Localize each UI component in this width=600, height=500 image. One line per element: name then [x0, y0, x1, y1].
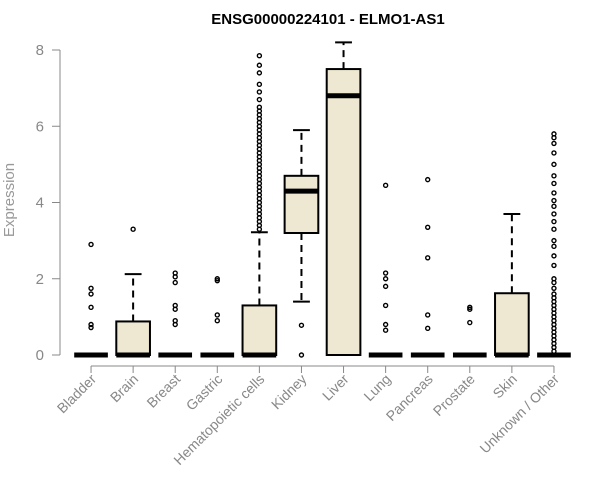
outlier-point	[551, 276, 557, 282]
box-unknown-other	[537, 131, 571, 358]
outlier-point	[551, 180, 557, 187]
outlier-point	[214, 277, 220, 284]
x-tick-label: Liver	[319, 371, 352, 404]
box-bladder	[74, 241, 108, 358]
outlier-point	[551, 173, 557, 179]
outlier-point	[256, 53, 263, 59]
box-lung	[368, 182, 403, 358]
box-iqr	[325, 68, 362, 356]
outlier-point	[551, 161, 557, 168]
outlier-point	[425, 255, 431, 261]
outlier-point	[467, 306, 473, 312]
outlier-point	[425, 325, 431, 332]
outlier-point	[551, 203, 557, 210]
box-iqr	[241, 304, 278, 356]
outlier-point	[172, 279, 178, 286]
outlier-point	[298, 322, 305, 328]
outlier-point	[214, 317, 220, 324]
outlier-point	[130, 226, 136, 232]
outlier-point	[425, 176, 431, 183]
outlier-point	[551, 226, 557, 232]
outlier-point	[551, 285, 557, 291]
y-tick-label: 6	[36, 118, 44, 135]
x-tick-label: Bladder	[54, 371, 100, 417]
outlier-point	[172, 317, 178, 324]
outlier-point	[425, 312, 431, 318]
outlier-point	[467, 304, 473, 311]
outlier-point	[88, 321, 94, 328]
outlier-point	[256, 96, 263, 103]
outlier-point	[551, 131, 557, 137]
box-breast	[158, 270, 193, 358]
x-tick-label: Unknown / Other	[476, 371, 562, 457]
outlier-point	[551, 253, 557, 259]
x-tick-label: Lung	[360, 371, 393, 404]
outlier-point	[88, 291, 94, 297]
outlier-point	[382, 321, 389, 328]
x-tick-label: Prostate	[430, 371, 478, 419]
outlier-point	[551, 190, 557, 196]
y-axis-label: Expression	[1, 163, 18, 237]
outlier-point	[382, 327, 389, 333]
box-iqr	[115, 320, 151, 357]
x-tick-label: Skin	[489, 371, 520, 402]
boxes-group	[74, 41, 571, 358]
x-tick-label: Breast	[143, 371, 183, 411]
outlier-point	[88, 324, 94, 331]
outlier-point	[214, 276, 220, 282]
outlier-point	[88, 241, 94, 248]
outlier-point	[256, 81, 263, 88]
box-iqr	[283, 174, 320, 234]
outlier-point	[382, 270, 389, 276]
outlier-point	[551, 197, 557, 204]
outlier-point	[382, 182, 389, 189]
box-gastric	[200, 276, 235, 358]
outlier-point	[382, 302, 389, 309]
outlier-point	[256, 89, 263, 95]
box-skin	[494, 212, 530, 358]
x-tick-label: Pancreas	[383, 371, 436, 424]
outlier-point	[256, 104, 263, 110]
box-kidney	[283, 129, 320, 358]
x-tick-label: Brain	[107, 371, 141, 405]
outlier-point	[467, 319, 473, 326]
outlier-point	[551, 211, 557, 217]
outlier-point	[256, 62, 263, 68]
y-tick-label: 2	[36, 271, 44, 288]
outlier-point	[425, 224, 431, 230]
outlier-point	[214, 312, 220, 318]
box-hematopoietic-cells	[241, 53, 278, 358]
outlier-point	[551, 218, 557, 225]
box-liver	[325, 41, 362, 356]
y-tick-label: 0	[36, 347, 44, 364]
outlier-point	[298, 352, 305, 358]
outlier-point	[551, 237, 557, 244]
box-iqr	[494, 292, 530, 356]
outlier-point	[551, 140, 557, 147]
box-brain	[115, 226, 151, 358]
outlier-point	[551, 243, 557, 250]
outlier-point	[172, 270, 178, 276]
outlier-point	[551, 262, 557, 269]
box-pancreas	[410, 176, 445, 358]
outlier-point	[172, 302, 178, 309]
outlier-point	[382, 276, 389, 282]
y-tick-label: 8	[36, 42, 44, 59]
outlier-point	[88, 285, 94, 291]
outlier-point	[256, 70, 263, 76]
outlier-point	[551, 150, 557, 156]
outlier-point	[382, 283, 389, 290]
box-prostate	[452, 304, 487, 358]
x-tick-label: Kidney	[268, 371, 310, 413]
outlier-point	[88, 304, 94, 311]
outlier-point	[551, 291, 557, 297]
chart-title: ENSG00000224101 - ELMO1-AS1	[211, 11, 444, 28]
y-tick-label: 4	[36, 195, 44, 212]
